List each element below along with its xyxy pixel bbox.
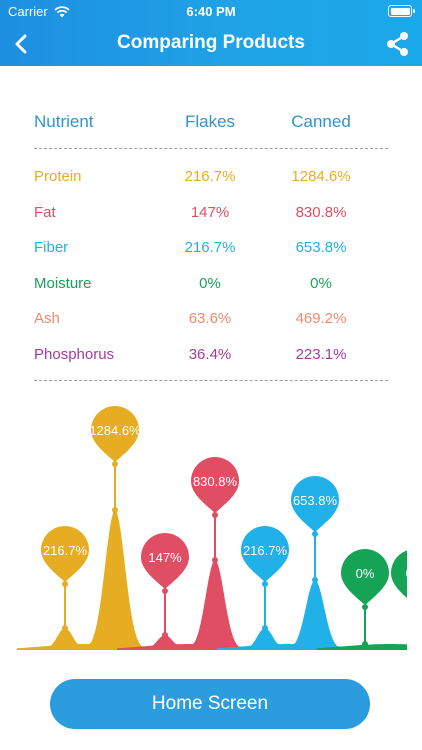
flakes-cell: 0% — [199, 274, 221, 292]
back-button[interactable] — [8, 30, 36, 58]
canned-cell: 223.1% — [295, 345, 347, 363]
carrier-label: Carrier — [8, 4, 48, 19]
balloon-label: 0% — [356, 566, 375, 581]
area-peak — [217, 580, 363, 650]
balloon — [191, 457, 239, 513]
status-time: 6:40 PM — [186, 4, 236, 19]
balloon-label: 1284.6% — [89, 423, 141, 438]
balloon-label: 216.7% — [43, 543, 88, 558]
table-header: Nutrient Flakes Canned — [34, 100, 388, 144]
nutrient-cell: Moisture — [34, 274, 92, 292]
table-row: Fiber 216.7% 653.8% — [34, 230, 388, 266]
chevron-left-icon — [15, 34, 27, 54]
canned-cell: 830.8% — [295, 203, 347, 221]
table-row: Protein 216.7% 1284.6% — [34, 159, 388, 195]
nutrient-cell: Fat — [34, 203, 56, 221]
balloon — [291, 476, 339, 532]
page-title: Comparing Products — [117, 32, 305, 53]
nutrient-table: Nutrient Flakes Canned Protein 216.7% 1284… — [34, 100, 388, 381]
table-row: Phosphorus 36.4% 223.1% — [34, 337, 388, 373]
balloon-knot — [312, 531, 318, 537]
flakes-cell: 147% — [190, 203, 230, 221]
table-row: Ash 63.6% 469.2% — [34, 301, 388, 337]
balloon-knot — [262, 581, 268, 587]
string-anchor — [412, 641, 418, 647]
area-peak — [117, 560, 263, 650]
flakes-cell: 216.7% — [184, 168, 236, 186]
app-header: Carrier 6:40 PM Comparing Products — [0, 0, 422, 66]
string-anchor — [162, 632, 168, 638]
header-flakes: Flakes — [184, 112, 236, 131]
flakes-cell: 63.6% — [188, 310, 232, 328]
balloon — [241, 526, 289, 582]
canned-cell: 469.2% — [295, 310, 347, 328]
balloon-knot — [162, 588, 168, 594]
battery-icon — [388, 5, 415, 17]
share-button[interactable] — [384, 30, 412, 58]
area-peak — [317, 644, 407, 650]
navigation-bar: Comparing Products — [0, 22, 422, 66]
string-anchor — [212, 557, 218, 563]
table-row: Fat 147% 830.8% — [34, 195, 388, 231]
flakes-cell: 36.4% — [188, 345, 232, 363]
balloon-label: 653.8% — [293, 493, 338, 508]
balloon-knot — [62, 581, 68, 587]
balloon-chart: 216.7% 1284.6% 147% 830.8% 216.7% 653.8% 0% 0% — [17, 406, 422, 650]
balloon-label: 216.7% — [243, 543, 288, 558]
divider-top — [34, 148, 388, 149]
table-body: Protein 216.7% 1284.6% Fat 147% 830.8% Fiber 21… — [34, 159, 388, 372]
nutrient-cell: Phosphorus — [34, 345, 115, 363]
wifi-icon — [54, 5, 70, 17]
canned-cell: 653.8% — [295, 239, 347, 257]
canned-cell: 0% — [310, 274, 332, 292]
share-icon — [387, 32, 408, 56]
home-screen-button[interactable]: Home Screen — [50, 679, 370, 729]
header-nutrient: Nutrient — [34, 112, 94, 131]
balloon-knot — [112, 461, 118, 467]
balloon — [41, 526, 89, 582]
string-anchor — [112, 507, 118, 513]
string-anchor — [362, 641, 368, 647]
string-anchor — [262, 625, 268, 631]
flakes-cell: 216.7% — [184, 239, 236, 257]
balloon-knot — [212, 512, 218, 518]
balloon — [91, 406, 139, 462]
string-anchor — [312, 577, 318, 583]
nutrient-cell: Ash — [34, 310, 60, 328]
string-anchor — [62, 625, 68, 631]
nutrient-cell: Fiber — [34, 239, 69, 257]
balloon-label: 0% — [406, 566, 422, 581]
table-row: Moisture 0% 0% — [34, 266, 388, 302]
status-left: Carrier — [8, 4, 70, 19]
balloon — [141, 533, 189, 589]
status-bar: Carrier 6:40 PM — [0, 0, 422, 22]
nutrient-cell: Protein — [34, 168, 82, 186]
home-screen-label: Home Screen — [151, 693, 269, 714]
balloon-knot — [362, 604, 368, 610]
canned-cell: 1284.6% — [291, 168, 351, 186]
divider-bottom — [34, 380, 388, 381]
header-canned: Canned — [291, 112, 351, 131]
area-peak — [17, 510, 163, 650]
balloon — [391, 550, 407, 599]
balloon-knot — [412, 604, 418, 610]
balloon-label: 830.8% — [193, 474, 238, 489]
balloon — [341, 549, 389, 605]
balloon-label: 147% — [148, 550, 182, 565]
